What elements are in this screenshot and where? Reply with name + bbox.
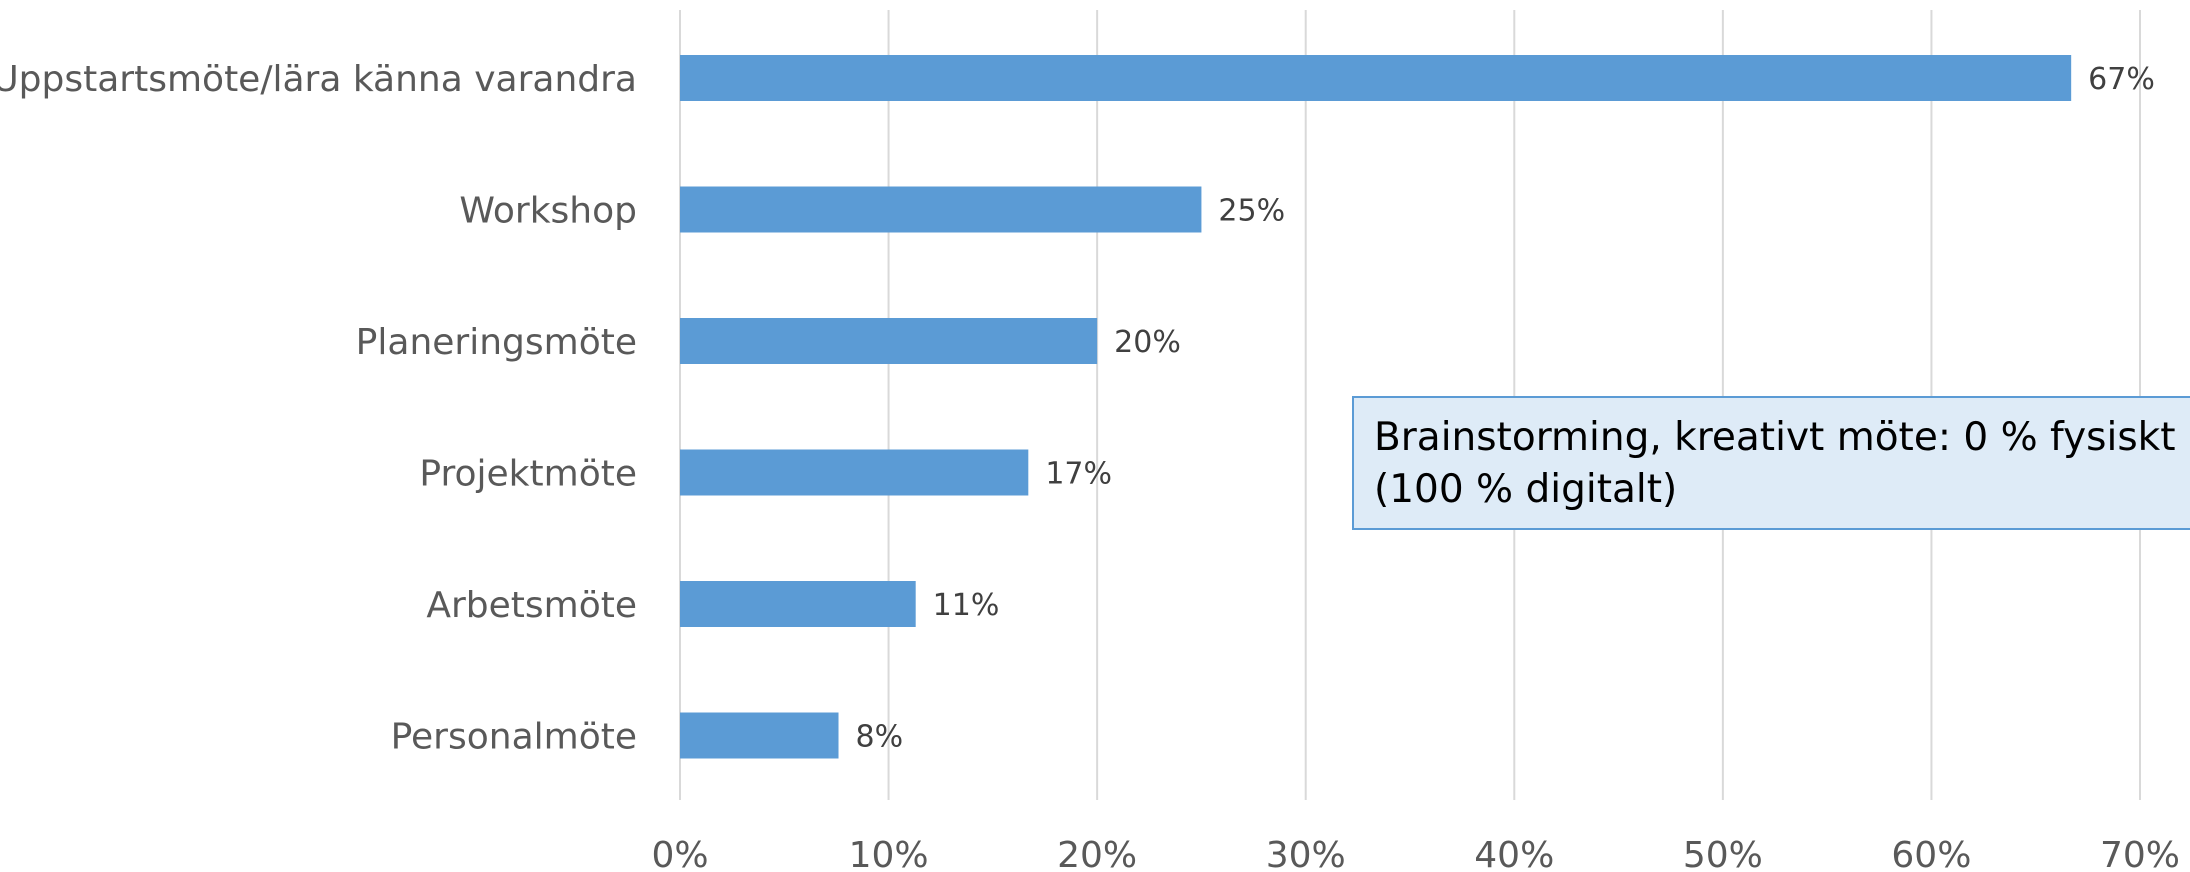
data-label: 11% xyxy=(933,588,1000,623)
data-label: 17% xyxy=(1045,457,1112,492)
annotation-line-2: (100 % digitalt) xyxy=(1374,467,1678,512)
x-tick-label: 20% xyxy=(1057,835,1137,872)
category-label: Planeringsmöte xyxy=(356,322,637,363)
category-labels: Uppstartsmöte/lära känna varandra Worksho… xyxy=(0,59,637,758)
x-tick-label: 60% xyxy=(1891,835,1971,872)
category-label: Uppstartsmöte/lära känna varandra xyxy=(0,59,637,100)
bar xyxy=(680,581,916,627)
annotation-line-1: Brainstorming, kreativt möte: 0 % fysisk… xyxy=(1374,415,2176,460)
x-tick-label: 0% xyxy=(651,835,708,872)
bar xyxy=(680,318,1098,364)
data-label: 67% xyxy=(2088,62,2155,97)
bar xyxy=(680,449,1029,496)
x-tick-label: 30% xyxy=(1266,835,1346,872)
data-label: 25% xyxy=(1218,194,1285,229)
category-label: Personalmöte xyxy=(391,717,637,758)
bars xyxy=(680,55,2072,759)
category-label: Projektmöte xyxy=(419,454,637,495)
bar xyxy=(680,712,839,759)
category-label: Workshop xyxy=(459,191,637,232)
x-tick-label: 40% xyxy=(1474,835,1554,872)
data-labels: 67% 25% 20% 17% 11% 8% xyxy=(856,62,2155,755)
category-label: Arbetsmöte xyxy=(426,585,637,626)
x-tick-label: 70% xyxy=(2100,835,2180,872)
data-label: 8% xyxy=(856,720,904,755)
x-tick-label: 50% xyxy=(1683,835,1763,872)
annotation-box: Brainstorming, kreativt möte: 0 % fysisk… xyxy=(1352,396,2190,530)
data-label: 20% xyxy=(1114,325,1181,360)
x-axis-tick-labels: 0% 10% 20% 30% 40% 50% 60% 70% xyxy=(651,835,2180,872)
bar xyxy=(680,186,1202,233)
x-tick-label: 10% xyxy=(849,835,929,872)
bar xyxy=(680,55,2072,101)
